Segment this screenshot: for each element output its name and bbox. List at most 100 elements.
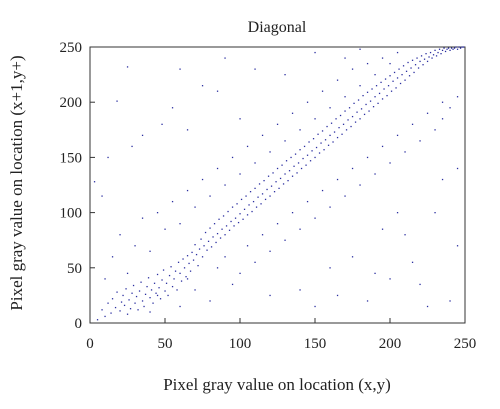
data-point xyxy=(303,145,306,148)
data-point xyxy=(359,85,361,87)
data-point xyxy=(254,68,256,70)
data-point xyxy=(399,82,402,85)
data-point xyxy=(462,46,465,48)
data-point xyxy=(134,302,136,304)
data-point xyxy=(449,300,451,302)
data-point xyxy=(185,276,187,278)
data-point xyxy=(336,79,339,81)
data-point xyxy=(198,248,201,250)
data-point xyxy=(141,217,144,219)
data-point xyxy=(272,172,274,174)
data-point xyxy=(323,149,325,151)
data-point xyxy=(231,156,234,159)
data-point xyxy=(425,53,427,55)
data-point xyxy=(156,212,159,214)
data-point xyxy=(201,256,204,258)
data-point xyxy=(456,48,459,50)
data-point xyxy=(201,85,204,87)
data-point xyxy=(458,46,460,48)
x-tick-label: 0 xyxy=(86,336,94,352)
x-tick-label: 200 xyxy=(379,336,402,352)
data-point xyxy=(344,57,346,59)
data-point xyxy=(173,278,175,280)
data-point xyxy=(245,195,247,197)
data-point xyxy=(387,85,390,87)
data-point xyxy=(186,189,189,192)
data-point xyxy=(179,305,181,308)
y-tick-label: 50 xyxy=(67,261,82,277)
data-point xyxy=(141,300,144,302)
data-point xyxy=(309,160,312,162)
data-point xyxy=(255,206,258,208)
data-point xyxy=(327,144,330,146)
data-point xyxy=(126,66,129,68)
data-point xyxy=(342,123,345,125)
data-point xyxy=(240,198,243,201)
data-point xyxy=(441,178,444,181)
data-point xyxy=(248,204,250,206)
data-point xyxy=(419,140,421,142)
data-point xyxy=(126,313,129,315)
data-point xyxy=(177,261,180,263)
data-point xyxy=(234,217,237,219)
data-point xyxy=(366,91,369,93)
data-point xyxy=(194,244,196,246)
data-point xyxy=(291,175,294,177)
data-point xyxy=(147,277,150,279)
data-point xyxy=(285,160,288,162)
data-point xyxy=(446,48,448,50)
data-point xyxy=(413,71,415,74)
data-point xyxy=(273,191,276,193)
data-point xyxy=(287,179,289,182)
chart-title: Diagonal xyxy=(248,19,307,36)
data-point xyxy=(441,118,444,120)
data-point xyxy=(119,234,121,236)
data-point xyxy=(434,129,436,131)
data-point xyxy=(293,165,295,167)
data-point xyxy=(398,68,400,70)
data-point xyxy=(156,273,159,276)
data-point xyxy=(171,107,174,109)
data-point xyxy=(206,249,208,251)
data-point xyxy=(359,48,361,50)
data-point xyxy=(110,312,112,314)
data-point xyxy=(329,134,331,137)
data-point xyxy=(156,294,159,297)
data-point xyxy=(221,228,223,230)
data-point xyxy=(180,280,183,282)
data-point xyxy=(444,50,447,53)
data-point xyxy=(296,172,298,174)
data-point xyxy=(242,218,244,220)
data-point xyxy=(389,75,391,77)
y-tick-label: 200 xyxy=(60,95,83,111)
data-point xyxy=(347,119,349,121)
data-point xyxy=(252,200,255,203)
data-point xyxy=(395,87,397,89)
data-point xyxy=(314,305,316,308)
data-point xyxy=(363,113,366,116)
data-point xyxy=(210,246,213,248)
data-point xyxy=(396,77,399,79)
data-point xyxy=(261,134,264,137)
x-tick-label: 250 xyxy=(454,336,477,352)
data-point xyxy=(104,278,106,280)
data-point xyxy=(443,47,445,49)
data-point xyxy=(314,51,316,54)
data-point xyxy=(321,189,324,192)
data-point xyxy=(222,215,225,217)
y-axis-title: Pixel gray value on location (x+1,y+) xyxy=(7,55,26,310)
data-point xyxy=(149,311,151,313)
data-point xyxy=(224,256,226,258)
data-point xyxy=(101,309,103,311)
data-point xyxy=(381,145,384,148)
data-point xyxy=(269,151,271,153)
data-point xyxy=(405,70,408,72)
data-point xyxy=(404,234,406,236)
data-point xyxy=(422,64,424,66)
data-point xyxy=(188,262,190,265)
data-point xyxy=(332,141,334,143)
data-point xyxy=(284,140,286,142)
data-point xyxy=(437,51,439,54)
data-point xyxy=(123,304,126,307)
data-point xyxy=(408,75,411,77)
